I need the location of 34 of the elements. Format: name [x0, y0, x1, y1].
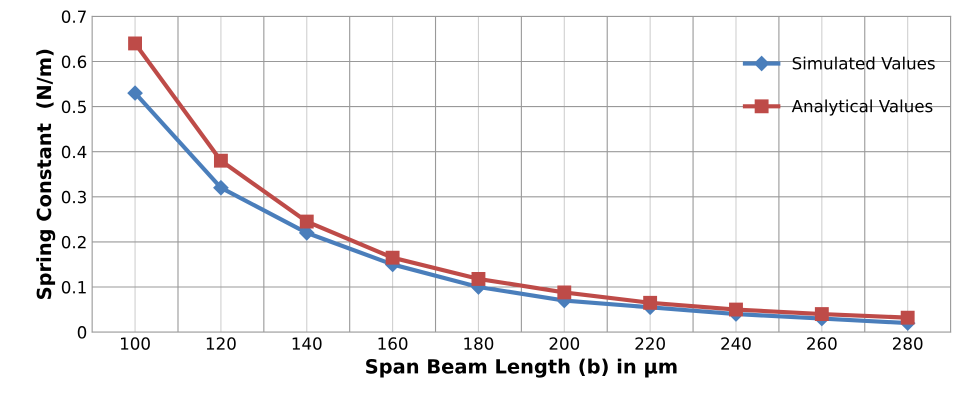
legend-label: Analytical Values [792, 99, 932, 116]
x-axis-title: Span Beam Length (b) in µm [366, 358, 677, 378]
x-tick-label: 220 [635, 337, 665, 350]
x-tick-label: 160 [378, 337, 408, 350]
y-tick-label: 0 [78, 326, 86, 339]
point [300, 214, 314, 229]
x-tick-label: 200 [550, 337, 580, 350]
point [814, 307, 829, 322]
point [214, 154, 228, 168]
x-tick-label: 240 [721, 337, 751, 350]
point [729, 302, 743, 316]
point [557, 285, 572, 300]
point [128, 86, 143, 101]
x-tick-label: 140 [292, 337, 322, 350]
point [386, 250, 400, 265]
point [213, 180, 228, 196]
point [643, 296, 658, 310]
x-tick-label: 120 [206, 337, 236, 350]
x-tick-label: 100 [120, 337, 150, 350]
y-tick-label: 0.7 [62, 10, 86, 23]
x-tick-label: 180 [464, 337, 494, 350]
legend-label: Simulated Values [792, 56, 935, 70]
point [472, 272, 486, 286]
y-tick-label: 0.4 [62, 146, 86, 158]
point [900, 310, 915, 325]
x-tick-label: 280 [892, 337, 922, 350]
y-tick-label: 0.3 [62, 190, 86, 204]
y-axis-title: Spring Constant (N/m) [36, 50, 56, 299]
point [128, 36, 142, 50]
y-tick-label: 0.5 [62, 100, 86, 114]
y-tick-label: 0.1 [62, 280, 86, 294]
y-tick-label: 0.2 [62, 236, 86, 248]
y-tick-label: 0.6 [62, 55, 86, 68]
x-tick-label: 260 [807, 337, 837, 350]
